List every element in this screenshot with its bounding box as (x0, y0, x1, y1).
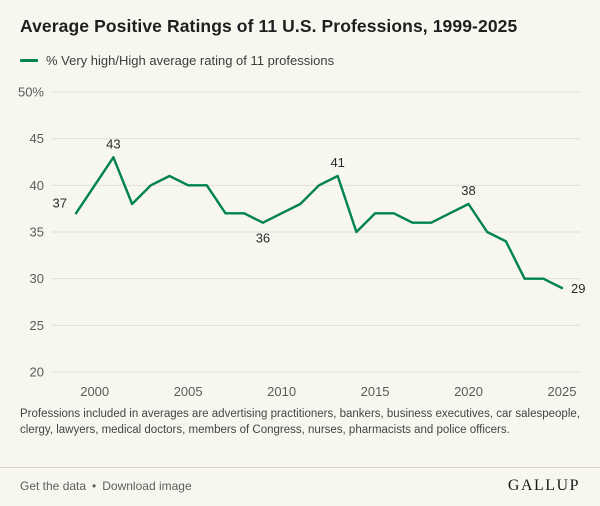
data-label: 38 (461, 183, 475, 198)
chart-area: 20 25 30 35 40 45 50% 2000 2005 2010 2015 2020 2025 3… (0, 72, 600, 404)
get-the-data-link[interactable]: Get the data (20, 479, 87, 493)
x-tick-label: 2015 (361, 384, 390, 399)
footnote: Professions included in averages are adv… (20, 407, 580, 436)
x-tick-label: 2000 (80, 384, 109, 399)
y-tick-label: 45 (30, 131, 44, 146)
y-tick-label: 40 (30, 178, 44, 193)
gallup-logo: GALLUP (507, 477, 580, 494)
y-tick-label: 30 (30, 271, 44, 286)
footer-links: Get the data • Download image (20, 479, 192, 493)
data-label: 37 (53, 195, 67, 210)
legend-label: % Very high/High average rating of 11 pr… (46, 52, 335, 68)
page-title: Average Positive Ratings of 11 U.S. Prof… (20, 16, 518, 36)
chart-header: Average Positive Ratings of 11 U.S. Prof… (0, 0, 600, 68)
trend-line (74, 155, 564, 290)
x-tick-label: 2020 (454, 384, 483, 399)
legend: % Very high/High average rating of 11 pr… (20, 53, 580, 68)
download-image-link[interactable]: Download image (102, 479, 192, 493)
legend-line-swatch (20, 58, 38, 62)
x-tick-label: 2005 (174, 384, 203, 399)
x-tick-label: 2010 (267, 384, 296, 399)
data-label: 41 (330, 155, 344, 170)
y-tick-label: 50% (18, 84, 44, 99)
footer-bar: Get the data • Download image GALLUP (0, 467, 600, 506)
x-tick-label: 2025 (548, 384, 577, 399)
y-tick-label: 20 (30, 364, 44, 379)
footer-links-separator: • (92, 479, 97, 493)
y-tick-label: 35 (30, 224, 44, 239)
data-label: 36 (256, 231, 270, 246)
data-label: 43 (106, 136, 120, 151)
y-tick-label: 25 (30, 318, 44, 333)
data-label: 29 (571, 281, 585, 296)
